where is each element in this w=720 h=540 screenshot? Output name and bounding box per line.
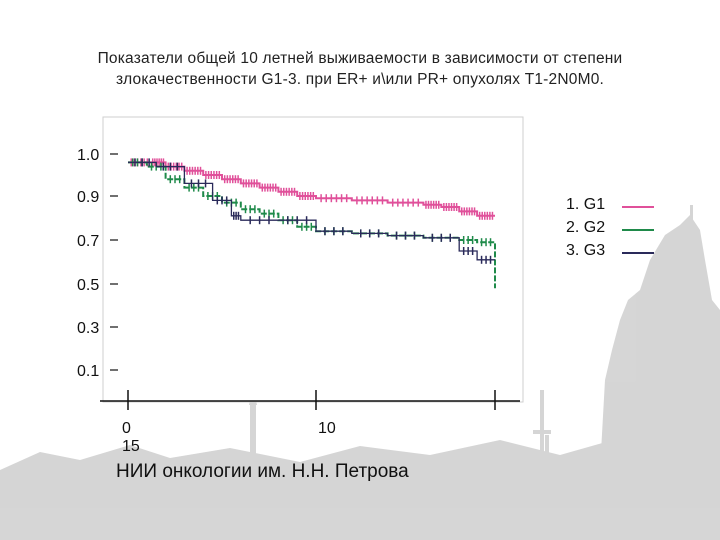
legend-line-g3 (622, 252, 654, 254)
chart-title-line-2: злокачественности G1-3. при ER+ и\или PR… (115, 71, 605, 88)
y-tick-label-1.0: 1.0 (77, 147, 99, 164)
chart-title-line-1: Показатели общей 10 летней выживаемости … (97, 50, 623, 67)
y-tick-label-0.5: 0.5 (77, 277, 99, 294)
plot-frame (102, 116, 524, 403)
series-g1-line (128, 161, 495, 217)
x-tick-label-10: 10 (318, 420, 336, 437)
series-g3-line (128, 161, 495, 261)
legend-line-g2 (622, 229, 654, 231)
legend-item-g1: 1. G1 (566, 196, 606, 213)
legend-item-g3: 3. G3 (566, 242, 606, 259)
legend-line-g1 (622, 206, 654, 208)
y-tick-label-0.3: 0.3 (77, 320, 99, 337)
footer-institute: НИИ онкологии им. Н.Н. Петрова (116, 461, 409, 482)
y-tick-label-0.7: 0.7 (77, 233, 99, 250)
legend-item-g2: 2. G2 (566, 219, 606, 236)
x-tick-label-15: 15 (122, 438, 140, 455)
x-tick-label-0: 0 (122, 420, 131, 437)
y-tick-label-0.9: 0.9 (77, 189, 99, 206)
y-tick-label-0.1: 0.1 (77, 363, 99, 380)
